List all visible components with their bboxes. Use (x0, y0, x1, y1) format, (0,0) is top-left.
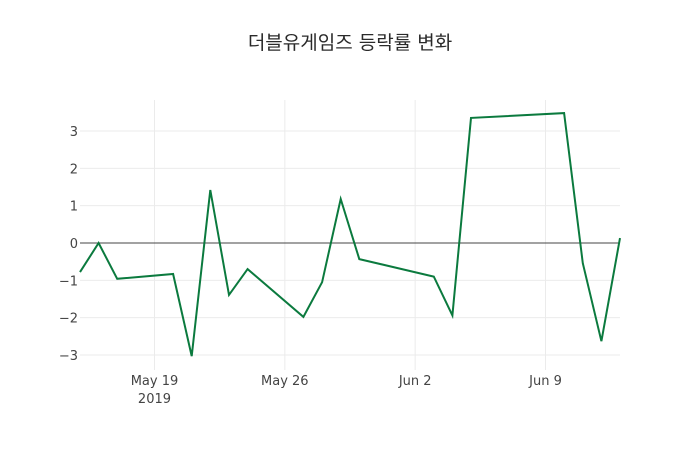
x-tick-year: 2019 (138, 392, 171, 407)
x-tick-label: Jun 9 (528, 374, 562, 389)
series-polyline (79, 112, 621, 357)
x-tick-label: May 26 (261, 374, 309, 389)
x-tick-label: May 19 (131, 374, 179, 389)
y-tick-label: 2 (70, 162, 78, 177)
y-tick-label: −1 (59, 274, 78, 289)
y-tick-label: 3 (70, 125, 78, 140)
y-tick-label: −3 (59, 349, 78, 364)
x-tick-label: Jun 2 (398, 374, 432, 389)
y-tick-label: 0 (70, 237, 78, 252)
x-axis-ticks: May 19 2019 May 26 Jun 2 Jun 9 (131, 374, 562, 407)
y-tick-label: 1 (70, 200, 78, 215)
y-tick-label: −2 (59, 312, 78, 327)
y-axis-ticks: −3 −2 −1 0 1 2 3 (59, 125, 78, 364)
chart-title: 더블유게임즈 등락률 변화 (247, 32, 453, 54)
gridlines (80, 100, 620, 370)
series-line (79, 112, 621, 357)
